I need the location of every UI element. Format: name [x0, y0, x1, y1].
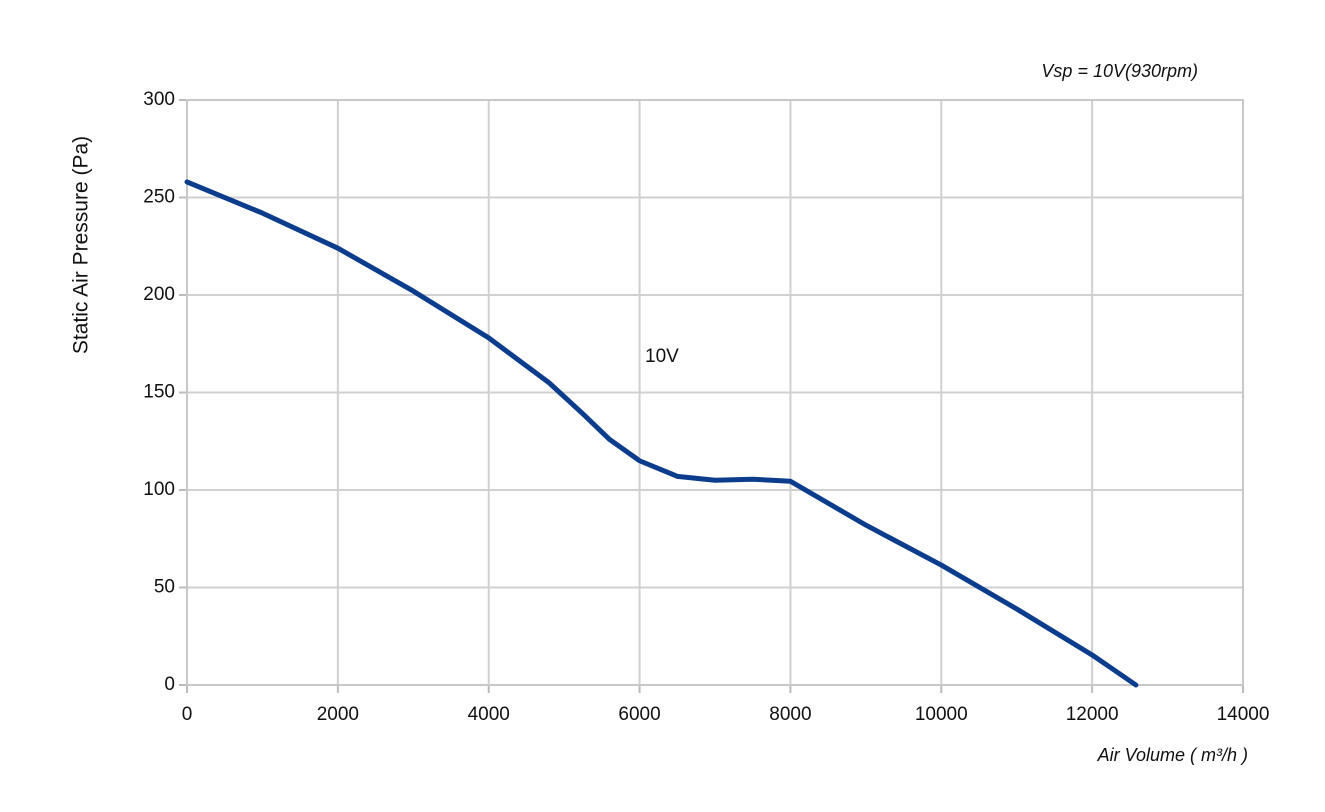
y-tick-label: 100	[143, 479, 175, 500]
x-tick-label: 10000	[915, 704, 968, 725]
x-tick-label: 2000	[317, 704, 359, 725]
curve	[184, 179, 1139, 688]
x-axis-label: Air Volume ( m³/h )	[1097, 745, 1248, 765]
y-tick-label: 50	[154, 577, 175, 598]
y-tick-label: 200	[143, 284, 175, 305]
x-tick-label: 6000	[618, 704, 660, 725]
y-tick-label: 150	[143, 382, 175, 403]
x-tick-label: 0	[182, 704, 193, 725]
y-axis-label: Static Air Pressure (Pa)	[70, 136, 93, 354]
y-tick-label: 300	[143, 89, 175, 110]
plot-frame	[186, 99, 1244, 686]
x-tick-label: 4000	[468, 704, 510, 725]
y-tick-label: 0	[164, 674, 175, 695]
x-tick-label: 14000	[1217, 704, 1270, 725]
subtitle: Vsp = 10V(930rpm)	[1041, 61, 1198, 81]
curve-annotation: 10V	[645, 346, 679, 367]
y-tick-label: 250	[143, 187, 175, 208]
x-tick-label: 12000	[1066, 704, 1119, 725]
x-tick-label: 8000	[769, 704, 811, 725]
